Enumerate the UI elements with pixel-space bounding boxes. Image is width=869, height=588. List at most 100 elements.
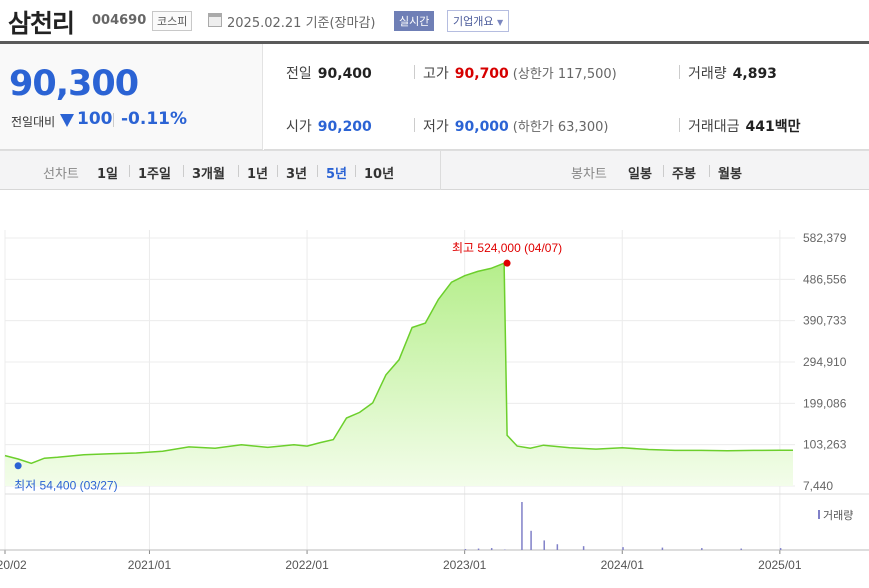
volume-legend-swatch: [818, 510, 820, 519]
line-tab-7[interactable]: 10년: [364, 167, 395, 182]
tab-separator: [129, 165, 130, 177]
x-tick-label: 2020/02: [0, 558, 27, 572]
x-tick-label: 2022/01: [285, 558, 329, 572]
y-tick-label: 294,910: [803, 355, 847, 369]
stat-value: 90,700: [454, 66, 509, 82]
price-chart: 582,379 486,556 390,733 294,910 199,086 103,2…: [0, 230, 869, 572]
divider: [414, 65, 415, 79]
volume-legend-label: 거래량: [823, 509, 853, 522]
stat-label: 저가: [423, 119, 449, 135]
company-overview-button[interactable]: 기업개요 ▼: [447, 10, 510, 32]
volume-bar: [556, 544, 559, 550]
line-chart-title: 선차트: [43, 167, 79, 182]
x-tick-label: 2024/01: [601, 558, 645, 572]
max-point: [503, 259, 511, 267]
stat-label: 고가: [423, 66, 449, 82]
price-line: [4, 262, 794, 465]
chart-tab-bar: 선차트 1일 1주일 3개월 1년 3년 5년 10년 봉차트 일봉 주봉 월봉: [0, 150, 869, 190]
volume-bar: [543, 540, 545, 550]
tab-separator: [317, 165, 318, 177]
divider: [113, 113, 114, 127]
tab-separator: [183, 165, 184, 177]
realtime-button[interactable]: 실시간: [394, 11, 435, 31]
max-label: 최고 524,000 (04/07): [452, 241, 562, 255]
volume-bar: [701, 548, 703, 550]
chevron-down-icon: ▼: [496, 18, 504, 27]
y-tick-label: 7,440: [803, 479, 833, 493]
volume-bar: [490, 548, 493, 550]
line-tab-4[interactable]: 1년: [247, 167, 269, 182]
stat-label: 거래대금: [688, 119, 740, 135]
line-tab-1[interactable]: 1일: [97, 167, 119, 182]
price-stats: 전일 90,400 고가 90,700 (상한가 117,500) 거래량 4,893 …: [264, 44, 869, 150]
stat-amount: 거래대금 441백만: [688, 116, 801, 136]
stat-open: 시가 90,200: [286, 116, 372, 136]
current-price: 90,300: [9, 64, 139, 104]
x-tick-label: 2023/01: [443, 558, 487, 572]
base-date: 2025.02.21 기준(장마감): [227, 16, 376, 31]
header-divider: [0, 41, 869, 44]
y-tick-label: 390,733: [803, 314, 847, 328]
stat-value: 90,400: [317, 66, 372, 82]
stat-sub: (하한가 63,300): [512, 120, 609, 135]
y-tick-label: 103,263: [803, 438, 847, 452]
divider: [679, 65, 680, 79]
line-tab-3[interactable]: 3개월: [192, 167, 225, 182]
volume-bar: [521, 502, 523, 550]
tab-separator: [355, 165, 356, 177]
stock-code: 004690: [92, 13, 147, 28]
price-area: [5, 263, 793, 486]
stat-label: 거래량: [688, 66, 727, 82]
y-tick-label: 199,086: [803, 396, 847, 410]
volume-bar: [661, 547, 664, 550]
stat-label: 시가: [286, 119, 312, 135]
stat-value: 90,000: [454, 119, 509, 135]
volume-bar: [779, 548, 782, 550]
stock-name: 삼천리: [8, 9, 75, 38]
stat-unit: 백만: [774, 119, 801, 135]
stat-low: 저가 90,000 (하한가 63,300): [423, 116, 608, 136]
candle-chart-title: 봉차트: [571, 167, 607, 182]
volume-bar: [740, 548, 742, 550]
down-arrow-icon: [60, 114, 74, 127]
y-tick-label: 486,556: [803, 272, 847, 286]
stat-value: 4,893: [732, 66, 777, 82]
volume-bar: [464, 549, 467, 550]
stat-high: 고가 90,700 (상한가 117,500): [423, 63, 617, 83]
stat-value: 90,200: [317, 119, 372, 135]
stat-volume: 거래량 4,893: [688, 63, 777, 83]
price-change: 100: [77, 109, 113, 129]
market-badge: 코스피: [152, 11, 193, 31]
min-point: [14, 462, 22, 470]
x-tick-label: 2021/01: [128, 558, 172, 572]
candle-tab-1[interactable]: 일봉: [628, 167, 652, 182]
change-label: 전일대비: [11, 115, 56, 129]
min-label: 최저 54,400 (03/27): [14, 479, 117, 493]
tab-separator: [709, 165, 710, 177]
volume-bar: [477, 548, 480, 550]
stat-prev-close: 전일 90,400: [286, 63, 372, 83]
tab-separator: [238, 165, 239, 177]
stat-sub: (상한가 117,500): [512, 67, 617, 82]
stock-header: 삼천리 004690 코스피 2025.02.21 기준(장마감) 실시간 기업…: [0, 0, 869, 42]
price-box: 90,300 전일대비 100 -0.11%: [0, 44, 263, 150]
tab-divider: [440, 151, 441, 190]
stat-label: 전일: [286, 66, 312, 82]
divider: [414, 118, 415, 132]
candle-tab-2[interactable]: 주봉: [672, 167, 696, 182]
y-tick-label: 582,379: [803, 231, 847, 245]
line-tab-6[interactable]: 5년: [326, 167, 348, 182]
volume-bar: [530, 530, 532, 550]
divider: [679, 118, 680, 132]
candle-tab-3[interactable]: 월봉: [718, 167, 742, 182]
company-overview-label: 기업개요: [453, 15, 494, 28]
price-change-percent: -0.11%: [121, 109, 188, 129]
x-tick-label: 2025/01: [758, 558, 802, 572]
tab-separator: [663, 165, 664, 177]
volume-bar: [582, 546, 585, 550]
volume-bar: [622, 547, 624, 550]
tab-separator: [277, 165, 278, 177]
calendar-icon: [208, 13, 222, 27]
line-tab-2[interactable]: 1주일: [138, 167, 171, 182]
line-tab-5[interactable]: 3년: [286, 167, 308, 182]
